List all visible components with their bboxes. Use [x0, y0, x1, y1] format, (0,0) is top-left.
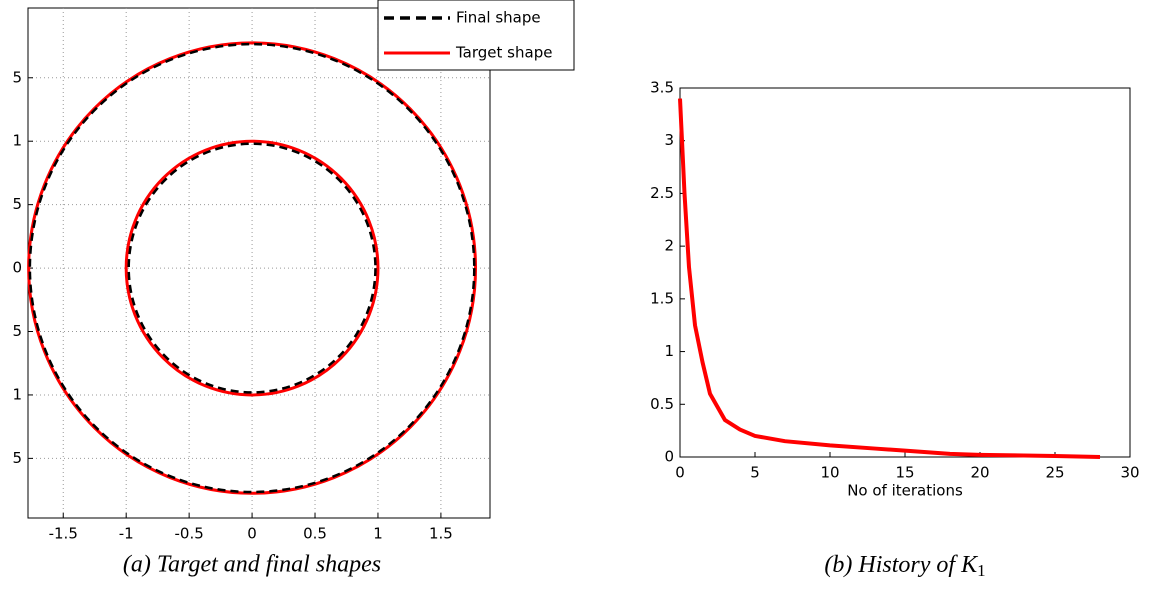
x-tick-label: -1	[119, 525, 134, 543]
y-tick-label: 3	[664, 131, 674, 149]
shape-curve	[28, 42, 476, 494]
shape-curve	[27, 41, 478, 495]
caption-subscript: 1	[977, 561, 986, 580]
x-tick-label: 1.5	[429, 525, 453, 543]
y-tick-label: 2	[664, 237, 674, 255]
y-tick-label: 1	[12, 385, 22, 403]
y-tick-label: 2.5	[650, 184, 674, 202]
x-tick-label: 0.5	[303, 525, 327, 543]
x-tick-label: 25	[1045, 464, 1064, 482]
plot-frame	[27, 7, 491, 519]
caption-a: (a) Target and final shapes	[123, 552, 381, 578]
y-tick-label: 0.5	[650, 395, 674, 413]
caption-text: (b) History of	[824, 552, 958, 578]
x-tick-label: 10	[820, 464, 839, 482]
y-tick-label: 5	[12, 449, 22, 467]
y-tick-label: 1	[12, 132, 22, 150]
data-line	[678, 98, 1101, 459]
y-tick-label: 5	[12, 195, 22, 213]
legend-label: Final shape	[456, 9, 541, 27]
x-tick-label: 0	[247, 525, 257, 543]
caption-symbol: K	[960, 552, 979, 578]
y-tick-label: 3.5	[650, 79, 674, 97]
x-tick-label: 15	[895, 464, 914, 482]
shape-curve	[124, 139, 380, 397]
x-tick-label: 30	[1120, 464, 1139, 482]
y-tick-label: 1.5	[650, 289, 674, 307]
x-tick-label: 5	[750, 464, 760, 482]
caption-b: (b) History of K1	[824, 552, 985, 580]
x-tick-label: 1	[373, 525, 383, 543]
x-tick-label: 20	[970, 464, 989, 482]
x-tick-label: 0	[675, 464, 685, 482]
y-tick-label: 0	[664, 448, 674, 466]
x-tick-label: -0.5	[174, 525, 203, 543]
y-tick-label: 1	[664, 342, 674, 360]
plot-frame	[679, 87, 1131, 458]
x-axis-label: No of iterations	[847, 482, 963, 500]
y-tick-label: 5	[12, 68, 22, 86]
legend-label: Target shape	[455, 44, 552, 62]
y-tick-label: 0	[12, 259, 22, 277]
shape-curve	[127, 142, 377, 394]
legend-box	[377, 0, 575, 71]
y-tick-label: 5	[12, 322, 22, 340]
x-tick-label: -1.5	[49, 525, 78, 543]
